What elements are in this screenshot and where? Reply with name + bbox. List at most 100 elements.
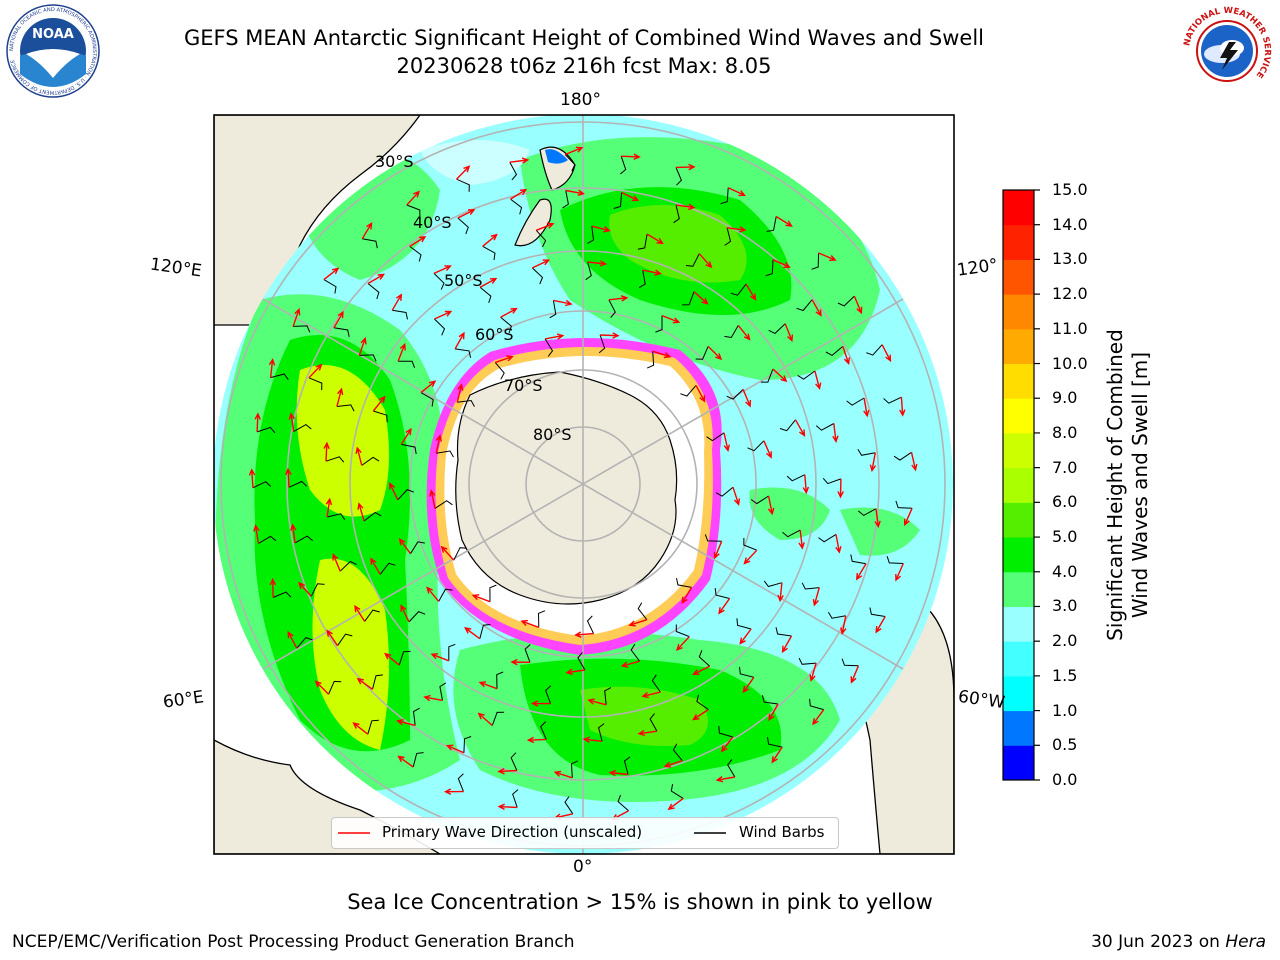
wind-barb [372, 674, 383, 690]
wave-direction-arrow [874, 508, 881, 529]
wave-direction-arrow [675, 203, 696, 211]
wave-direction-arrow [875, 616, 886, 634]
legend-wave-label: Primary Wave Direction (unscaled) [382, 823, 643, 841]
wind-barb [798, 657, 817, 665]
wind-barb [323, 279, 337, 294]
wind-barb [846, 397, 865, 406]
wind-barb [763, 580, 783, 588]
wave-direction-arrow [574, 631, 594, 638]
wave-direction-arrow [628, 619, 648, 627]
wind-barb [637, 234, 648, 250]
wind-barb [638, 270, 646, 289]
wind-barb [456, 178, 470, 192]
wave-direction-arrow [532, 259, 551, 269]
wind-barb [646, 351, 655, 369]
wind-barb [373, 410, 388, 423]
wave-direction-arrow [471, 594, 491, 603]
colorbar-tick-label: 8.0 [1052, 422, 1078, 442]
wind-barb [883, 396, 902, 404]
wave-direction-arrow [464, 627, 481, 640]
wind-barb [494, 362, 505, 380]
wind-barb [673, 204, 680, 224]
wave-direction-arrow [290, 523, 297, 543]
wind-barb [500, 316, 512, 333]
wind-barb [410, 541, 425, 554]
wind-barb [333, 327, 350, 337]
wind-barb [779, 419, 796, 432]
wind-barb [325, 456, 345, 463]
wave-direction-arrow [332, 553, 341, 572]
wave-direction-arrow [397, 755, 414, 768]
wind-barb [766, 216, 777, 232]
wind-barb [434, 318, 446, 336]
wave-direction-arrow [869, 452, 877, 473]
colorbar-tick-label: 0.0 [1052, 770, 1078, 789]
wind-barb [438, 588, 453, 602]
wind-barb [704, 534, 722, 542]
wind-barb [489, 584, 497, 602]
nws-logo: NATIONAL WEATHER SERVICE [1181, 5, 1273, 97]
wave-direction-arrow [903, 507, 913, 527]
wave-direction-arrow [384, 652, 400, 666]
colorbar-bin [1003, 259, 1034, 295]
wind-barb [598, 723, 605, 742]
wave-direction-arrow [357, 502, 365, 522]
wave-direction-arrow [314, 680, 330, 695]
wave-direction-arrow [737, 324, 751, 341]
wind-barb [577, 652, 586, 671]
wind-barb [549, 300, 557, 319]
graticule [220, 115, 946, 854]
wave-direction-arrow [727, 226, 747, 233]
wave-direction-arrow [426, 586, 440, 602]
wind-barb [409, 246, 422, 262]
wind-barb [308, 377, 323, 391]
wind-barb [328, 680, 342, 695]
wind-barb [682, 291, 695, 306]
wave-direction-arrow [509, 157, 530, 164]
colorbar-tick-label: 6.0 [1052, 492, 1078, 512]
wind-barb [775, 627, 792, 637]
wave-direction-arrow [591, 225, 611, 233]
wave-direction-arrow [727, 187, 746, 197]
wind-barb [827, 611, 846, 619]
wind-barb [562, 190, 569, 209]
wind-barb [706, 432, 725, 442]
wave-direction-arrow [742, 389, 752, 408]
colorbar-tick-label: 0.5 [1052, 735, 1078, 755]
wave-direction-arrow [676, 636, 690, 651]
wave-direction-arrow [835, 534, 842, 554]
wave-direction-arrow [681, 587, 693, 605]
wind-barb [412, 752, 424, 768]
wave-direction-arrow [732, 486, 741, 506]
footer-date: 30 Jun 2023 on Hera [1091, 932, 1266, 952]
wind-barb [544, 338, 554, 357]
footer-machine: Hera [1225, 932, 1266, 952]
wave-direction-arrow [840, 615, 847, 635]
wave-direction-arrow [355, 446, 363, 466]
wind-barb [363, 511, 382, 522]
wind-barb [392, 309, 408, 320]
wind-barb [727, 759, 736, 778]
wave-direction-arrow [456, 165, 471, 180]
wave-direction-arrow [832, 423, 839, 444]
wave-direction-arrow [692, 665, 711, 676]
colorbar [1003, 190, 1034, 781]
wind-barb [724, 325, 739, 339]
wave-direction-arrow [308, 363, 323, 379]
wave-direction-arrow [587, 698, 607, 706]
wind-barb [570, 760, 579, 778]
wave-direction-arrow [288, 412, 295, 432]
wind-barb [747, 440, 765, 452]
latitude-label: 60°S [475, 325, 514, 344]
colorbar-tick-label: 1.0 [1052, 700, 1078, 720]
colorbar-tick-label: 14.0 [1052, 214, 1088, 234]
wave-direction-arrow [663, 760, 683, 768]
colorbar-bin [1003, 328, 1034, 365]
wave-direction-arrow [397, 342, 406, 362]
wind-barb [585, 261, 592, 281]
wave-direction-arrow [608, 295, 629, 302]
wind-barb [680, 385, 697, 397]
wave-direction-arrow [695, 385, 706, 403]
wind-barb [326, 513, 346, 520]
wave-direction-arrow [497, 803, 518, 811]
